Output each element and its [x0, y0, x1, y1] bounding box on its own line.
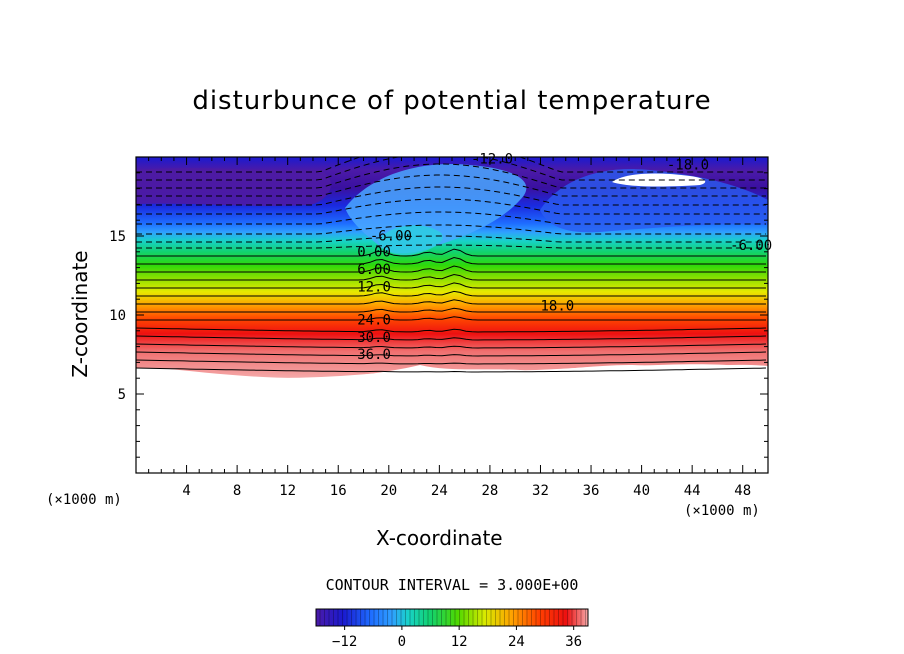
- x-tick-label: 8: [233, 483, 241, 499]
- colorbar-tick-label: 36: [565, 634, 582, 650]
- contour-line-dashed: [136, 224, 766, 235]
- y-tick-label: 5: [118, 387, 126, 403]
- colorbar-tick-label: 12: [451, 634, 468, 650]
- x-tick-label: 32: [532, 483, 549, 499]
- contour-label: 12.0: [357, 279, 391, 295]
- x-tick-label: 40: [633, 483, 650, 499]
- contour-line: [136, 316, 766, 321]
- x-axis: 4 8 12 16 20 24 28 32 36 40 44 48: [148, 157, 756, 499]
- contour-label: 30.0: [357, 330, 391, 346]
- contour-line: [136, 335, 767, 341]
- contour-line: [136, 351, 767, 357]
- x-tick-label: 16: [330, 483, 347, 499]
- contour-label: 24.0: [357, 312, 391, 328]
- white-blank-patch: [612, 173, 706, 187]
- contour-label: -6.00: [730, 238, 772, 254]
- contour-line: [136, 248, 766, 257]
- y-tick-label: 15: [109, 229, 126, 245]
- contour-line: [136, 299, 766, 305]
- x-tick-label: 4: [182, 483, 190, 499]
- contour-label: -12.0: [471, 151, 513, 167]
- purple-upper-left: [136, 168, 331, 206]
- contour-line: [136, 265, 766, 273]
- contour-line-dashed: [136, 163, 766, 189]
- contour-line: [136, 273, 766, 281]
- contour-line-dashed: [136, 235, 766, 243]
- x-tick-label: 24: [431, 483, 448, 499]
- contour-line: [136, 343, 767, 349]
- contour-line: [136, 307, 766, 313]
- contour-line: [136, 359, 767, 365]
- x-tick-label: 48: [734, 483, 751, 499]
- contour-line-dashed: [136, 244, 766, 249]
- colorbar-stripes: [316, 609, 588, 626]
- x-unit-left: (×1000 m): [46, 492, 122, 508]
- chart-title: disturbunce of potential temperature: [192, 86, 712, 116]
- colorbar-ticks: −12 0 12 24 36: [332, 626, 582, 650]
- colorbar-tick-label: 24: [508, 634, 525, 650]
- x-tick-label: 44: [684, 483, 701, 499]
- contour-line-dashed: [136, 198, 766, 215]
- contour-label: 6.00: [357, 262, 391, 278]
- contour-label: -6.00: [370, 229, 412, 245]
- cyan-plume-core: [378, 225, 443, 256]
- contour-line: [136, 290, 766, 297]
- contour-line-dashed: [136, 211, 766, 225]
- contour-line-dashed: [136, 174, 766, 197]
- contour-lines: [136, 157, 767, 373]
- x-tick-label: 28: [481, 483, 498, 499]
- contour-label: 36.0: [357, 347, 391, 363]
- x-tick-label: 36: [583, 483, 600, 499]
- colorbar-frame: [315, 608, 589, 627]
- colorbar-tick-label: −12: [332, 634, 357, 650]
- contour-line: [136, 282, 766, 289]
- x-tick-label: 12: [279, 483, 296, 499]
- x-tick-label: 20: [380, 483, 397, 499]
- contour-line-dashed: [136, 157, 766, 181]
- contour-line-dashed: [136, 157, 766, 173]
- y-axis: 5 10 15: [109, 172, 768, 458]
- x-axis-label: X-coordinate: [376, 526, 503, 550]
- y-tick-label: 10: [109, 308, 126, 324]
- contour-label: 0.00: [357, 245, 391, 261]
- colorbar: −12 0 12 24 36: [315, 608, 589, 650]
- contour-field: [136, 157, 768, 473]
- contour-line: [136, 327, 767, 333]
- blue-upper-right: [540, 169, 768, 233]
- contour-interval-text: CONTOUR INTERVAL = 3.000E+00: [325, 576, 579, 594]
- contour-line: [136, 256, 766, 265]
- flat-terrain-white: [136, 364, 768, 473]
- contour-labels: -12.0 -18.0-6.00-6.000.006.0012.018.024.0…: [357, 151, 772, 363]
- contour-label: -18.0: [667, 158, 709, 174]
- contour-line: [136, 367, 767, 373]
- x-unit-right: (×1000 m): [684, 503, 760, 519]
- colorbar-tick-label: 0: [398, 634, 406, 650]
- contour-label: 18.0: [540, 298, 574, 314]
- contour-line-dashed: [136, 186, 766, 206]
- y-axis-label: Z-coordinate: [68, 250, 92, 378]
